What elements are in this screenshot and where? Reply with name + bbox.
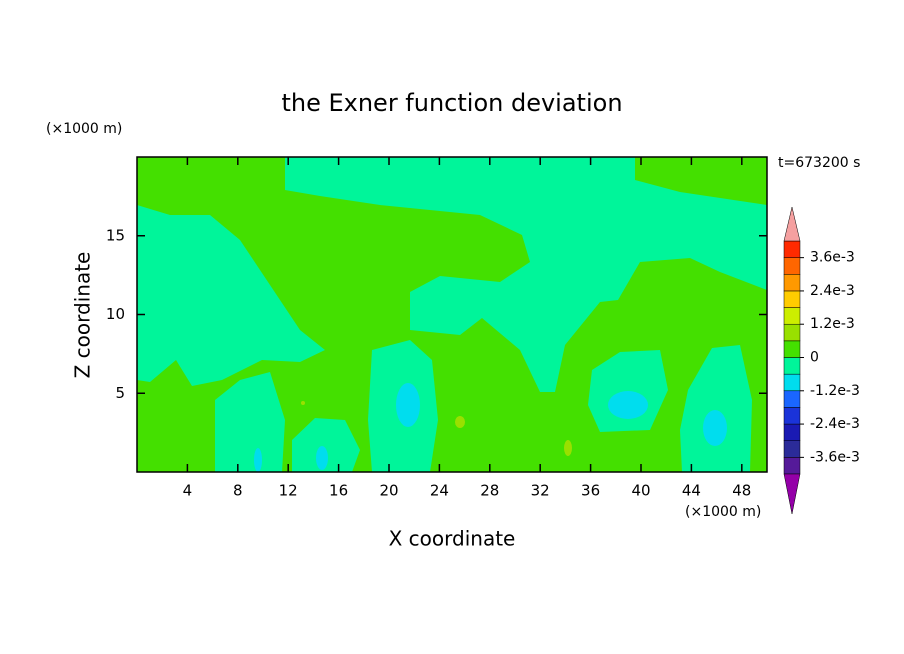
y-unit: (×1000 m) [46, 121, 122, 137]
contour-region [215, 372, 285, 472]
colorbar-box [783, 323, 801, 342]
colorbar-tick-label: 1.2e-3 [810, 316, 855, 332]
x-unit: (×1000 m) [685, 504, 761, 520]
y-tick-label: 5 [115, 384, 125, 402]
x-tick-label: 28 [480, 482, 499, 500]
colorbar-box [783, 290, 801, 308]
contour-region [292, 418, 360, 472]
contour-region [254, 448, 262, 472]
x-tick-label: 20 [379, 482, 398, 500]
colorbar-box [783, 240, 801, 258]
x-tick-label: 12 [279, 482, 298, 500]
colorbar-tick-label: -1.2e-3 [810, 383, 860, 399]
contour-region [608, 391, 648, 419]
contour-region [703, 410, 727, 446]
colorbar-tick-label: -2.4e-3 [810, 416, 860, 432]
x-tick-label: 32 [531, 482, 550, 500]
colorbar-box [783, 390, 801, 408]
x-tick-label: 16 [329, 482, 348, 500]
x-tick-label: 44 [682, 482, 701, 500]
colorbar-box [783, 373, 801, 392]
y-tick-label: 10 [106, 305, 125, 323]
colorbar-box [783, 357, 801, 375]
colorbar-box [783, 257, 801, 275]
colorbar-box [783, 440, 801, 458]
time-label: t=673200 s [778, 155, 860, 171]
contour-region [301, 401, 305, 405]
x-tick-label: 8 [233, 482, 243, 500]
contour-region [455, 416, 465, 428]
colorbar-tick-label: 3.6e-3 [810, 250, 855, 266]
x-tick-label: 48 [732, 482, 751, 500]
colorbar-extend-high [783, 206, 801, 242]
y-axis-label: Z coordinate [71, 252, 95, 379]
colorbar-tick-label: 2.4e-3 [810, 283, 855, 299]
contour-region [316, 446, 328, 470]
colorbar-box [783, 340, 801, 358]
x-tick-label: 36 [581, 482, 600, 500]
contour-region [137, 205, 325, 386]
colorbar-box [783, 423, 801, 441]
x-tick-label: 40 [631, 482, 650, 500]
contour-region [396, 383, 420, 427]
contour-field [137, 157, 767, 472]
contour-region [564, 440, 572, 456]
contour-region [680, 345, 752, 472]
y-tick-label: 15 [106, 226, 125, 244]
contour-region [285, 157, 767, 392]
colorbar-box [783, 307, 801, 325]
colorbar-box [783, 407, 801, 425]
x-axis-label: X coordinate [389, 527, 516, 551]
x-tick-label: 24 [430, 482, 449, 500]
x-tick-label: 4 [183, 482, 193, 500]
colorbar-extend-low [783, 473, 801, 515]
colorbar-box [783, 274, 801, 292]
chart-title: the Exner function deviation [281, 89, 622, 117]
colorbar-tick-label: 0 [810, 350, 819, 366]
colorbar-tick-label: -3.6e-3 [810, 449, 860, 465]
colorbar-box [783, 457, 801, 475]
